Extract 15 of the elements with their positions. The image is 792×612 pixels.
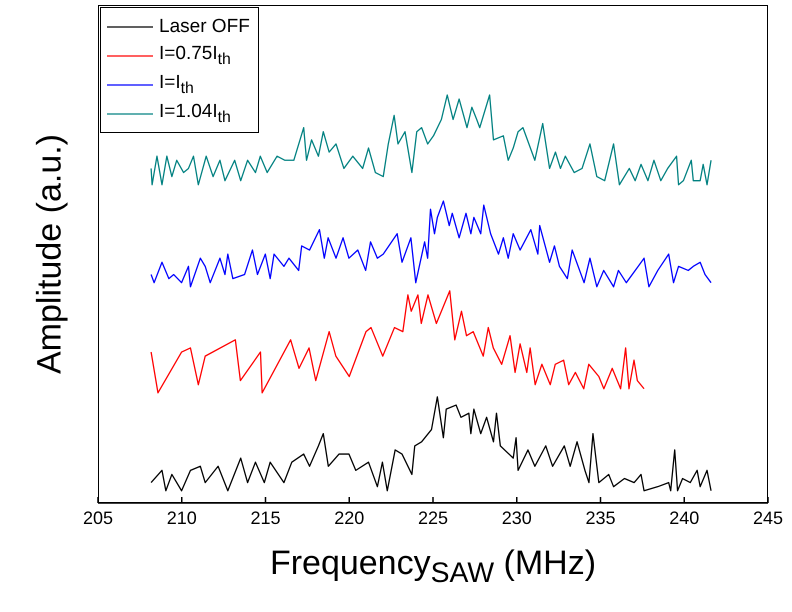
legend-label: Laser OFF	[159, 16, 250, 38]
x-axis-title: Frequency$_{SAW}$ (MHz)	[268, 544, 598, 590]
y-axis-title: Amplitude (a.u.)	[30, 134, 70, 374]
x-tick-label: 215	[250, 508, 281, 528]
x-tick-label: 220	[334, 508, 364, 528]
legend-label: I=I$_{th}$	[159, 72, 194, 98]
legend-label: I=1.04I$_{th}$	[159, 100, 231, 126]
x-tick-label: 205	[82, 508, 114, 528]
x-tick-label: 225	[418, 508, 448, 528]
x-tick-label: 230	[502, 508, 532, 528]
x-tick-label: 235	[585, 508, 616, 528]
x-tick-label: 240	[669, 508, 700, 528]
legend-label: I=0.75I$_{th}$	[159, 42, 231, 68]
x-tick-label: 245	[752, 508, 784, 528]
x-tick-label: 210	[166, 508, 197, 528]
